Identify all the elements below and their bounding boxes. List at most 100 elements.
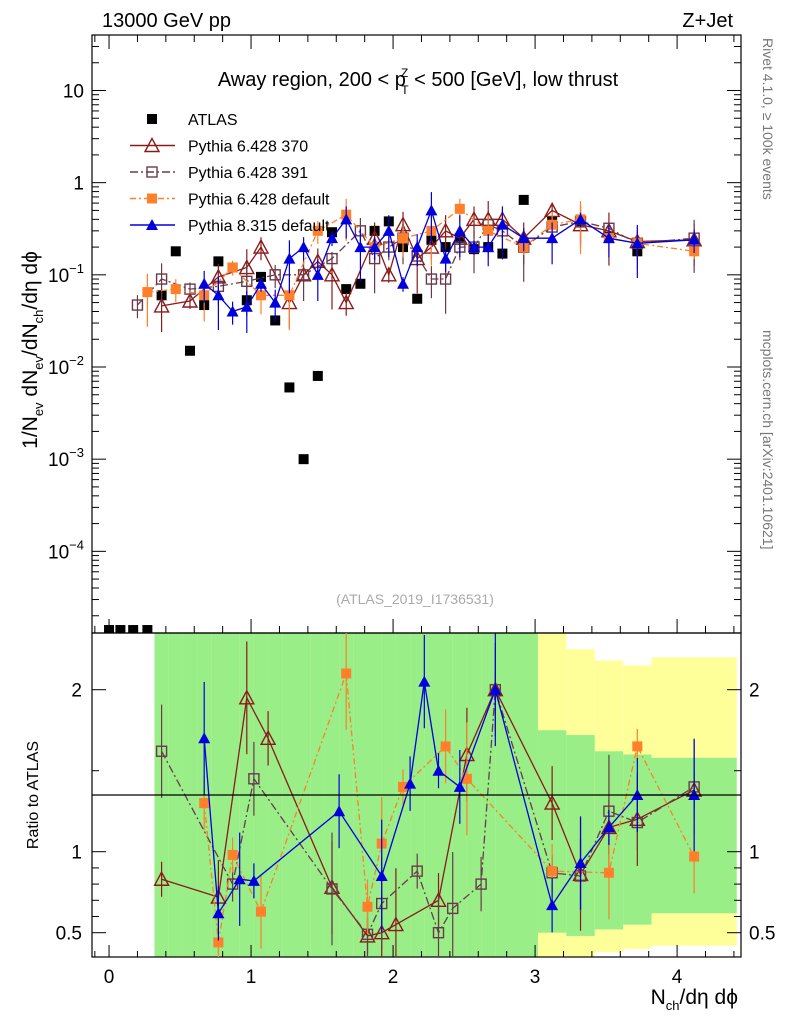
- main-point: [439, 252, 452, 264]
- main-point: [269, 296, 282, 308]
- ratio-point: [411, 865, 423, 877]
- y-tick-label: 10−3: [48, 445, 84, 471]
- main-point: [283, 252, 296, 264]
- legend-label: ATLAS: [188, 112, 238, 129]
- y-tick-mantissa: 10: [48, 266, 69, 287]
- y-tick-exponent: −2: [69, 353, 84, 368]
- main-point: [453, 224, 466, 236]
- legend-item-atlas: ATLAS: [147, 112, 238, 129]
- main-point: [142, 287, 153, 298]
- ratio-point: [489, 683, 502, 695]
- ratio-point: [362, 901, 373, 912]
- header-left: 13000 GeV pp: [102, 10, 231, 32]
- main-ylabel-s1: ev: [31, 402, 46, 416]
- side-text-rivet: Rivet 4.1.0, ≥ 100k events: [760, 38, 776, 200]
- main-point: [482, 241, 495, 253]
- main-point: [142, 625, 153, 633]
- main-point: [355, 278, 366, 289]
- ratio-point: [233, 873, 246, 885]
- legend-marker: [146, 219, 158, 230]
- main-point: [517, 232, 530, 244]
- main-point: [213, 256, 224, 267]
- main-point: [269, 269, 281, 281]
- y-tick-mantissa: 10: [48, 542, 69, 563]
- x-tick-label: 1: [246, 967, 257, 988]
- ratio-point: [213, 937, 224, 948]
- ratio-line-pythia-6-428-370: [161, 688, 695, 937]
- ratio-point: [632, 741, 643, 752]
- ratio-point: [255, 906, 266, 917]
- main-point: [298, 454, 309, 465]
- x-axis-label-a: N: [651, 986, 666, 1009]
- y-tick-mantissa: 10: [48, 450, 69, 471]
- y-tick-exponent: −3: [69, 445, 84, 460]
- ratio-y-tick-label-right: 0.5: [749, 924, 775, 945]
- ratio-point: [453, 780, 466, 792]
- ratio-line-pythia-6-428-391: [161, 689, 695, 936]
- ratio-point: [326, 883, 338, 895]
- y-tick-label: 1: [73, 174, 84, 195]
- y-tick-exponent: −1: [69, 261, 84, 276]
- ratio-point: [247, 874, 260, 886]
- ratio-point: [212, 907, 225, 919]
- main-point: [326, 252, 338, 265]
- main-point: [153, 297, 170, 313]
- legend-marker: [147, 114, 157, 124]
- main-point: [380, 266, 397, 282]
- main-point: [255, 271, 266, 282]
- legend-label: Pythia 6.428 default: [188, 192, 330, 209]
- main-panel-series: [104, 192, 703, 633]
- ratio-point: [689, 851, 700, 862]
- main-point: [340, 213, 353, 225]
- ratio-point: [475, 878, 487, 890]
- main-ylabel-c: /dN: [19, 323, 42, 356]
- ratio-point: [603, 867, 614, 878]
- main-point: [382, 224, 395, 236]
- main-point: [323, 266, 341, 282]
- ratio-point: [248, 773, 260, 785]
- main-point: [439, 273, 452, 285]
- ratio-point: [574, 857, 587, 869]
- main-point: [454, 203, 465, 214]
- plot-title: Away region, 200 < pZ T < 500 [GeV], low …: [218, 66, 619, 97]
- legend-label: Pythia 6.428 370: [188, 139, 308, 156]
- x-axis-label-b: /dη dϕ: [680, 986, 738, 1009]
- main-ylabel-a: 1/N: [19, 416, 42, 449]
- x-tick-label: 3: [530, 967, 541, 988]
- main-line-pythia-8-315-default: [203, 208, 695, 313]
- main-ylabel-b: dN: [19, 370, 42, 403]
- main-series-pythia-8-315-default: [198, 192, 701, 333]
- main-ylabel-d: /dη dϕ: [19, 251, 42, 309]
- ratio-point: [238, 689, 255, 705]
- legend: ATLAS Pythia 6.428 370 Pythia 6.428 391 Pyt…: [130, 112, 330, 235]
- main-ylabel-s2: ev: [31, 356, 46, 370]
- main-point: [465, 210, 483, 227]
- y-tick-label: 10: [63, 81, 84, 102]
- ratio-point: [198, 732, 211, 744]
- main-point: [284, 290, 295, 301]
- main-point: [341, 284, 352, 295]
- main-point: [368, 241, 381, 253]
- ratio-point: [418, 675, 431, 687]
- main-point: [227, 262, 238, 273]
- y-tick-label: 10−4: [48, 537, 84, 563]
- y-tick-label: 10−2: [48, 353, 84, 379]
- main-point: [411, 241, 424, 253]
- main-point: [518, 194, 529, 205]
- ratio-y-tick-label-right: 2: [749, 681, 760, 702]
- ratio-point: [375, 870, 388, 881]
- main-point: [602, 232, 615, 244]
- ratio-point: [259, 729, 277, 745]
- main-point: [170, 246, 181, 257]
- main-point: [425, 273, 438, 285]
- main-point: [284, 382, 295, 393]
- legend-item-pythia-6-428-370: Pythia 6.428 370: [130, 137, 308, 156]
- main-point: [155, 273, 168, 285]
- ratio-y-tick-label-left: 0.5: [56, 924, 82, 945]
- main-point: [688, 233, 701, 245]
- analysis-tag: (ATLAS_2019_I1736531): [336, 591, 494, 607]
- ratio-point: [153, 870, 170, 886]
- main-point: [212, 289, 225, 301]
